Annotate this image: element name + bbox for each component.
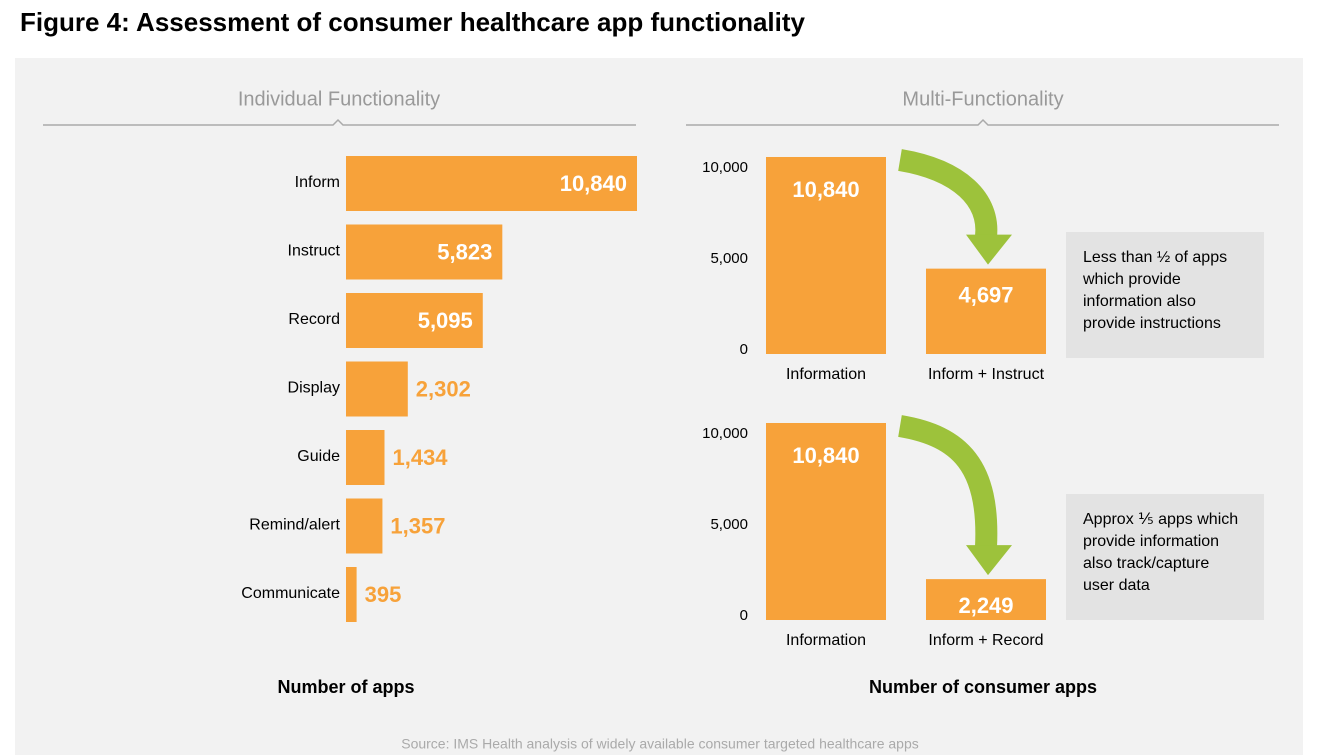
category-label: Information: [786, 632, 866, 649]
arrow-head: [966, 545, 1012, 576]
category-label: Inform: [295, 174, 340, 191]
category-label: Remind/alert: [249, 517, 340, 534]
category-label: Inform + Record: [928, 632, 1043, 649]
value-label: 10,840: [792, 443, 859, 468]
value-label: 395: [365, 582, 402, 607]
category-label: Guide: [297, 448, 340, 465]
axis-label: Number of apps: [277, 677, 414, 697]
arrow-head: [966, 234, 1012, 265]
annotation: provide information: [1083, 533, 1219, 550]
bar: [926, 579, 1046, 620]
bar: [346, 224, 503, 280]
y-tick-label: 5,000: [710, 516, 748, 533]
value-label: 4,697: [958, 282, 1013, 307]
value-label: 2,249: [958, 593, 1013, 618]
y-tick-label: 5,000: [710, 250, 748, 267]
annotation: provide instructions: [1083, 315, 1221, 332]
arrow: [897, 149, 998, 238]
value-label: 5,823: [437, 239, 492, 264]
section-title: Individual Functionality: [238, 88, 440, 110]
section-rule: [43, 118, 636, 126]
category-label: Inform + Instruct: [928, 366, 1045, 383]
value-label: 1,434: [392, 445, 448, 470]
bar: [766, 422, 886, 620]
value-label: 5,095: [418, 308, 473, 333]
value-label: 1,357: [390, 513, 445, 538]
value-label: 10,840: [560, 171, 627, 196]
bar: [346, 498, 383, 554]
y-tick-label: 0: [740, 607, 748, 624]
category-label: Communicate: [241, 585, 340, 602]
y-tick-label: 10,000: [702, 425, 748, 442]
bar: [346, 361, 408, 417]
annotation: also track/capture: [1083, 555, 1209, 572]
annotation: Approx ⅕ apps which: [1083, 511, 1238, 528]
bar: [346, 430, 385, 485]
value-label: 2,302: [416, 376, 471, 401]
bar: [766, 156, 886, 354]
category-label: Instruct: [288, 243, 341, 260]
annotation-box: [1066, 232, 1264, 358]
annotation: user data: [1083, 577, 1150, 594]
bar: [926, 268, 1046, 354]
source: Source: IMS Health analysis of widely av…: [401, 736, 919, 752]
bar: [346, 156, 637, 211]
panel: [15, 58, 1303, 755]
annotation: information also: [1083, 293, 1196, 310]
axis-label: Number of consumer apps: [869, 677, 1097, 697]
annotation: which provide: [1082, 271, 1181, 288]
annotation-box: [1066, 494, 1264, 620]
value-label: 10,840: [792, 177, 859, 202]
category-label: Display: [288, 380, 340, 397]
y-tick-label: 10,000: [702, 159, 748, 176]
annotation: Less than ½ of apps: [1083, 249, 1227, 266]
section-rule: [686, 118, 1279, 126]
section-title: Multi-Functionality: [902, 88, 1063, 110]
category-label: Record: [288, 311, 340, 328]
bar: [346, 567, 357, 622]
category-label: Information: [786, 366, 866, 383]
y-tick-label: 0: [740, 341, 748, 358]
figure-title: Figure 4: Assessment of consumer healthc…: [20, 7, 806, 37]
arrow: [898, 415, 998, 548]
bar: [346, 293, 483, 348]
